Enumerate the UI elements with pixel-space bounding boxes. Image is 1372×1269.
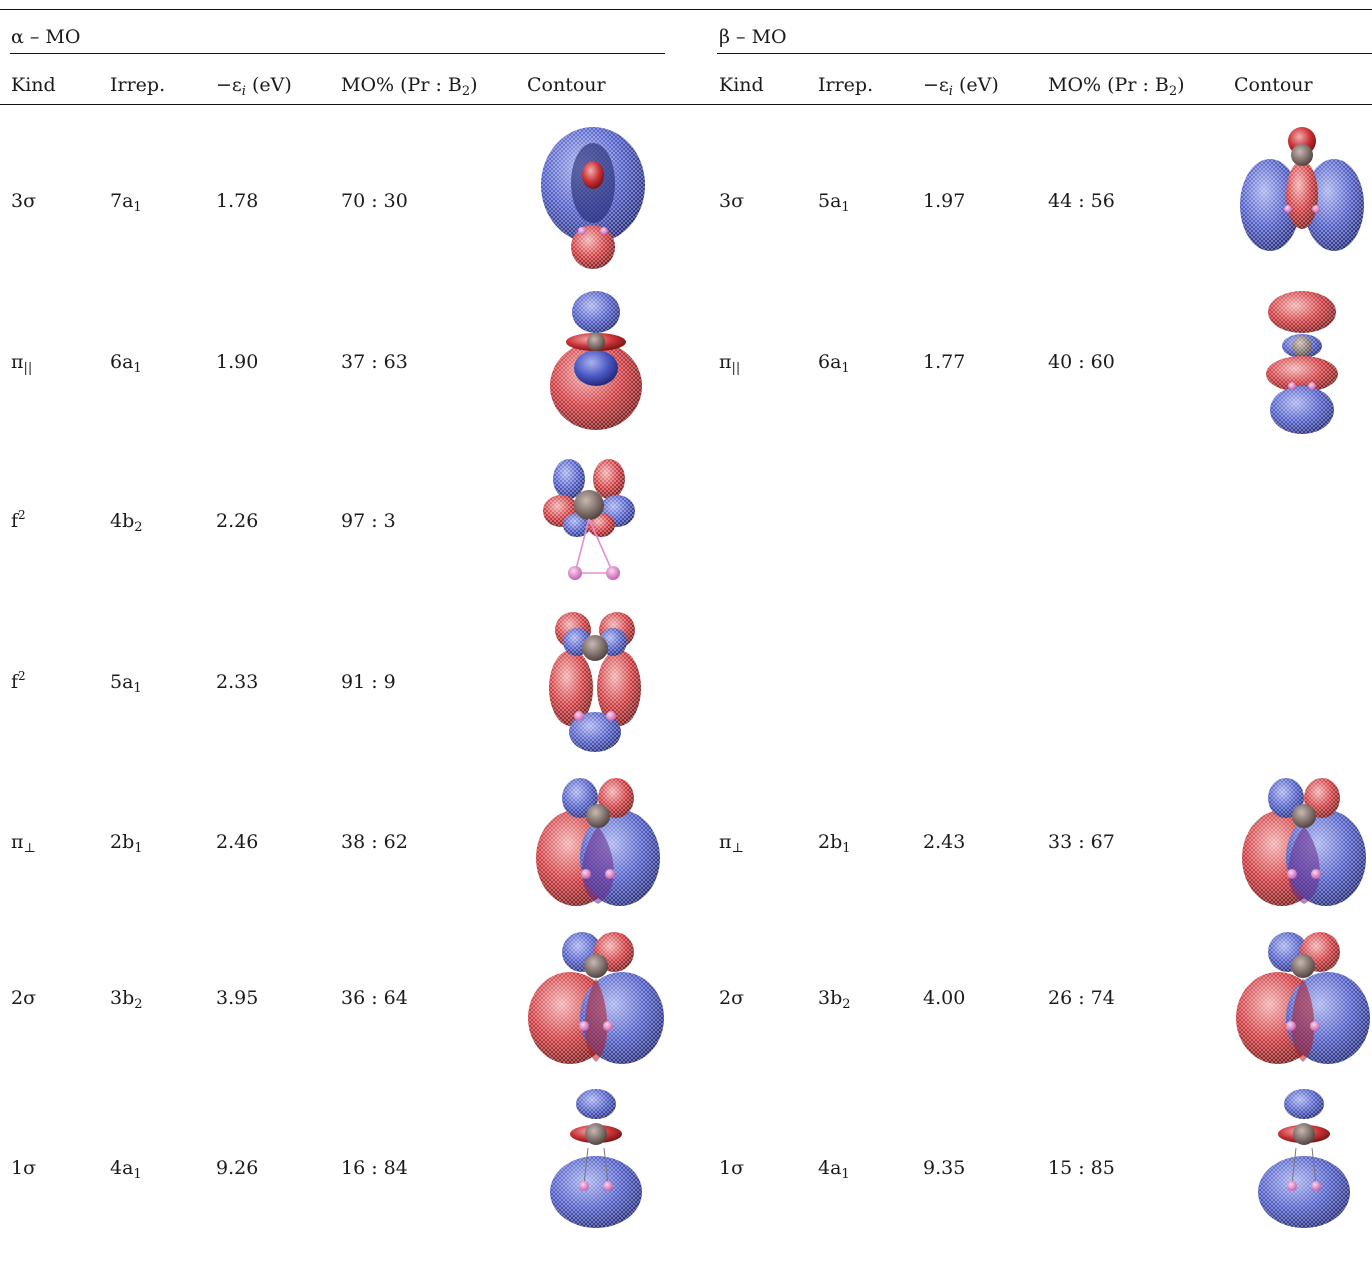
row-mo-ratio: 70 : 30 — [341, 190, 408, 212]
beta-section-rule — [717, 53, 1372, 54]
row-energy: 9.35 — [923, 1157, 966, 1179]
header-contour: Contour — [1234, 74, 1313, 96]
row-irrep: 2b1 — [818, 831, 851, 856]
pi-perp-orbital-icon — [536, 776, 660, 910]
row-irrep: 6a1 — [110, 351, 142, 376]
row-energy: 1.78 — [216, 190, 259, 212]
row-energy: 2.46 — [216, 831, 259, 853]
row-irrep: 2b1 — [110, 831, 143, 856]
row-kind: 1σ — [719, 1157, 745, 1179]
row-kind: π|| — [11, 351, 33, 376]
row-energy: 3.95 — [216, 987, 259, 1009]
alpha-mo-title: α – MO — [11, 26, 81, 48]
row-irrep: 6a1 — [818, 351, 850, 376]
row-energy: 4.00 — [923, 987, 966, 1009]
top-rule — [0, 9, 1372, 10]
f-orbital-a1-icon — [545, 608, 645, 756]
row-irrep: 4a1 — [110, 1157, 142, 1182]
row-mo-ratio: 36 : 64 — [341, 987, 408, 1009]
row-kind: f2 — [11, 669, 26, 693]
beta-mo-title: β – MO — [719, 26, 787, 48]
header-contour: Contour — [527, 74, 606, 96]
row-mo-ratio: 33 : 67 — [1048, 831, 1115, 853]
row-kind: 3σ — [11, 190, 37, 212]
row-mo-ratio: 16 : 84 — [341, 1157, 408, 1179]
row-energy: 1.97 — [923, 190, 966, 212]
row-energy: 2.26 — [216, 510, 259, 532]
sigma-orbital-3-icon — [538, 125, 648, 273]
row-irrep: 5a1 — [110, 671, 142, 696]
header-mo-percent: MO% (Pr : B2) — [341, 74, 478, 99]
header-kind: Kind — [719, 74, 764, 96]
row-kind: π|| — [719, 351, 741, 376]
sigma-orbital-2-icon — [1236, 930, 1370, 1068]
header-irrep: Irrep. — [110, 74, 166, 96]
row-mo-ratio: 15 : 85 — [1048, 1157, 1115, 1179]
row-mo-ratio: 97 : 3 — [341, 510, 396, 532]
header-irrep: Irrep. — [818, 74, 874, 96]
row-kind: 3σ — [719, 190, 745, 212]
row-mo-ratio: 40 : 60 — [1048, 351, 1115, 373]
row-kind: 2σ — [11, 987, 37, 1009]
row-mo-ratio: 37 : 63 — [341, 351, 408, 373]
pi-perp-orbital-icon — [1242, 776, 1366, 910]
sigma-orbital-2-icon — [528, 930, 664, 1068]
row-irrep: 5a1 — [818, 190, 850, 215]
row-kind: f2 — [11, 508, 26, 532]
pi-parallel-orbital-icon — [546, 290, 646, 434]
f-orbital-b2-icon — [541, 455, 637, 585]
row-kind: π⊥ — [719, 831, 744, 856]
row-kind: π⊥ — [11, 831, 36, 856]
header-kind: Kind — [11, 74, 56, 96]
row-energy: 2.33 — [216, 671, 259, 693]
row-mo-ratio: 38 : 62 — [341, 831, 408, 853]
row-energy: 9.26 — [216, 1157, 259, 1179]
sigma-orbital-1-icon — [548, 1088, 644, 1230]
row-irrep: 7a1 — [110, 190, 142, 215]
row-irrep: 4a1 — [818, 1157, 850, 1182]
row-kind: 2σ — [719, 987, 745, 1009]
alpha-section-rule — [10, 53, 665, 54]
row-irrep: 3b2 — [818, 987, 851, 1012]
row-irrep: 3b2 — [110, 987, 143, 1012]
pi-parallel-orbital-beta-icon — [1264, 290, 1340, 436]
header-rule — [0, 104, 1372, 105]
row-energy: 2.43 — [923, 831, 966, 853]
row-energy: 1.77 — [923, 351, 966, 373]
row-mo-ratio: 26 : 74 — [1048, 987, 1115, 1009]
header-mo-percent: MO% (Pr : B2) — [1048, 74, 1185, 99]
row-mo-ratio: 91 : 9 — [341, 671, 396, 693]
sigma-orbital-3-beta-icon — [1240, 125, 1364, 253]
header-energy: −εi (eV) — [923, 74, 999, 99]
sigma-orbital-1-icon — [1256, 1088, 1352, 1230]
row-kind: 1σ — [11, 1157, 37, 1179]
row-irrep: 4b2 — [110, 510, 143, 535]
row-energy: 1.90 — [216, 351, 259, 373]
row-mo-ratio: 44 : 56 — [1048, 190, 1115, 212]
header-energy: −εi (eV) — [216, 74, 292, 99]
